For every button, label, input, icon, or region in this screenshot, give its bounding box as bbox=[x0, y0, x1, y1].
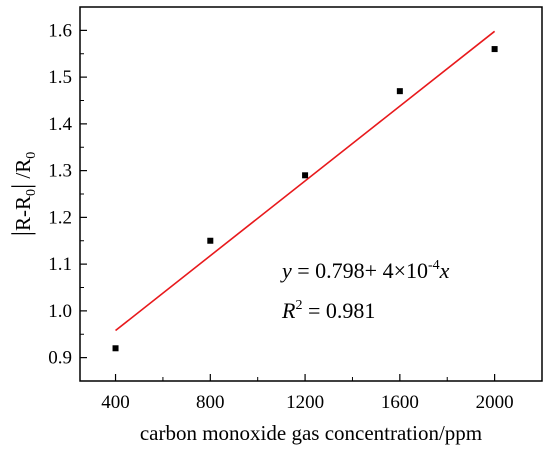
y-title-bar-left: | bbox=[7, 231, 36, 236]
x-tick-label: 1200 bbox=[286, 392, 324, 413]
eq-exp: -4 bbox=[428, 258, 440, 273]
y-tick-label: 1.3 bbox=[48, 161, 72, 182]
y-title-sub1: 0 bbox=[24, 189, 39, 196]
fit-line bbox=[115, 30, 496, 332]
x-tick-label: 800 bbox=[196, 392, 225, 413]
data-point bbox=[396, 88, 403, 95]
y-tick-label: 1.2 bbox=[48, 207, 72, 228]
y-tick-label: 1.4 bbox=[48, 114, 72, 135]
r-squared: R2 = 0.981 bbox=[281, 298, 375, 323]
y-tick-label: 1.0 bbox=[48, 301, 72, 322]
x-tick-label: 2000 bbox=[476, 392, 514, 413]
y-title-r1: R-R bbox=[11, 196, 35, 231]
y-title-bar-right: | bbox=[7, 184, 36, 189]
data-point bbox=[207, 237, 214, 244]
r-label: R bbox=[281, 298, 296, 323]
eq-y: y bbox=[280, 258, 292, 283]
x-tick-label: 1600 bbox=[381, 392, 419, 413]
y-tick-label: 1.1 bbox=[48, 254, 72, 275]
x-axis-title: carbon monoxide gas concentration/ppm bbox=[140, 421, 482, 445]
y-tick-label: 0.9 bbox=[48, 348, 72, 369]
fit-line-group bbox=[115, 30, 496, 332]
r-value: = 0.981 bbox=[302, 298, 375, 323]
y-axis-ticks: 0.9 1.0 1.1 1.2 1.3 1.4 1.5 1.6 bbox=[48, 20, 87, 369]
plot-frame bbox=[79, 6, 543, 382]
data-point bbox=[302, 172, 309, 179]
y-title-slash: /R bbox=[11, 159, 35, 184]
eq-x: x bbox=[439, 258, 450, 283]
data-point bbox=[491, 46, 498, 53]
fit-equation: y = 0.798+ 4×10-4x bbox=[280, 258, 450, 283]
y-axis-title: |R-R0| /R0 bbox=[7, 152, 39, 237]
data-point bbox=[112, 345, 119, 352]
r-exp: 2 bbox=[295, 298, 302, 313]
eq-mid: = 0.798+ 4×10 bbox=[292, 258, 428, 283]
data-points bbox=[112, 46, 498, 352]
y-title-sub2: 0 bbox=[24, 152, 39, 159]
x-axis-ticks: 400 800 1200 1600 2000 bbox=[101, 374, 514, 413]
y-tick-label: 1.6 bbox=[48, 20, 72, 41]
x-tick-label: 400 bbox=[101, 392, 130, 413]
y-tick-label: 1.5 bbox=[48, 67, 72, 88]
